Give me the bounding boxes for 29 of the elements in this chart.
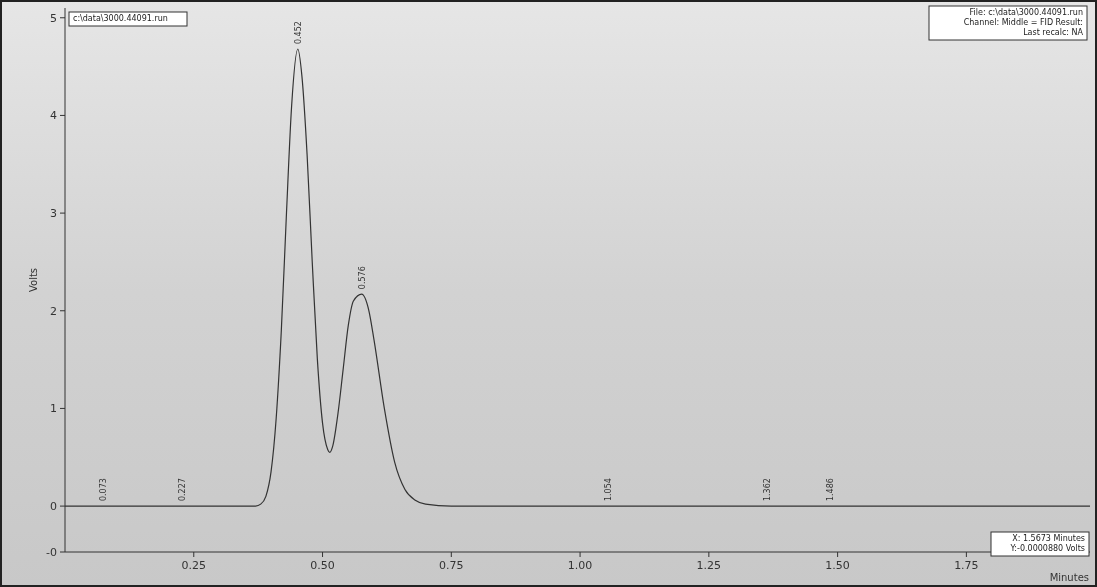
annotation: 1.054 [603, 478, 613, 502]
annotation: 0.227 [177, 478, 187, 502]
y-tick-label: 5 [50, 11, 57, 25]
y-tick-label: 2 [50, 304, 57, 318]
x-axis-title: Minutes [1049, 572, 1089, 583]
y-tick-label: 3 [50, 206, 57, 220]
text-box: X: 1.5673 Minutes Y:-0.0000880 Volts [990, 531, 1090, 557]
y-tick-label: -0 [46, 545, 57, 559]
annotation: File: c:\data\3000.44091.run Channel: Middle = FID Result: Last recalc: NA [963, 8, 1084, 37]
x-tick-label: 1.75 [954, 559, 979, 572]
annotation: c:\data\3000.44091.run [73, 14, 168, 23]
x-tick-label: 0.75 [439, 559, 464, 572]
x-tick-label: 1.25 [696, 559, 722, 572]
annotation: 0.576 [357, 266, 367, 290]
x-tick-label: 0.25 [181, 559, 207, 572]
y-tick-label: 4 [50, 109, 57, 123]
annotation: 1.486 [826, 478, 836, 502]
annotation: 0.452 [293, 21, 303, 45]
text-box: c:\data\3000.44091.run [68, 11, 188, 27]
x-tick-label: 1.50 [825, 559, 850, 572]
x-tick-label: 0.50 [310, 559, 335, 572]
annotation: 0.073 [98, 478, 108, 502]
annotation: X: 1.5673 Minutes Y:-0.0000880 Volts [1009, 534, 1085, 553]
text-box: File: c:\data\3000.44091.run Channel: Middle = FID Result: Last recalc: NA [928, 5, 1088, 41]
x-tick-label: 1.00 [567, 559, 593, 572]
y-tick-label: 1 [50, 402, 57, 416]
y-tick-label: 0 [50, 499, 57, 513]
annotation: 1.362 [762, 478, 772, 502]
y-axis-title: Volts [28, 267, 39, 293]
